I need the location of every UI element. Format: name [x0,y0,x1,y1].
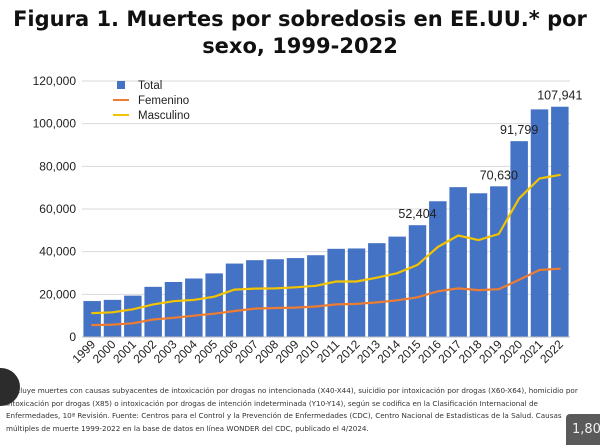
bar-total-2004 [185,278,203,337]
bar-total-2020 [510,141,528,337]
bar-total-2014 [388,236,406,337]
bar-total-2015 [408,225,427,337]
legend-label-total: Total [138,80,162,92]
bar-total-2016 [429,201,447,337]
chart-title: Figura 1. Muertes por sobredosis en EE.U… [0,6,600,60]
y-tick-label: 60,000 [39,202,76,216]
bar-total-2008 [266,259,284,337]
y-tick-label: 0 [69,330,76,344]
corner-avatar [0,368,20,406]
footnote: *Incluye muertes con causas subyacentes … [6,386,578,433]
bar-total-2005 [205,273,223,337]
data-label-2015: 52,404 [398,207,436,221]
bar-total-2000 [103,299,122,337]
bar-total-2013 [368,243,386,337]
y-tick-label: 80,000 [39,159,76,173]
y-tick-label: 20,000 [39,287,76,301]
bar-total-2019 [490,186,508,337]
data-label-2019: 70,630 [480,168,518,182]
bar-total-2022 [551,106,569,338]
bar-total-2010 [307,255,325,337]
data-label-2022: 107,941 [537,89,582,103]
bar-total-2006 [225,263,244,337]
legend-label-femenino: Femenino [138,95,189,107]
bar-total-2001 [124,295,142,337]
y-tick-label: 100,000 [33,117,77,131]
legend-swatch-total [117,81,125,89]
line-masculino [91,173,561,315]
y-tick-label: 120,000 [33,74,77,88]
corner-badge: 1,80 [566,414,600,445]
chart-title-line-1: Figura 1. Muertes por sobredosis en EE.U… [13,7,587,31]
legend-label-masculino: Masculino [138,110,190,122]
bar-total-2011 [327,248,345,337]
y-tick-label: 40,000 [39,245,76,259]
data-label-2020: 91,799 [500,123,538,137]
bar-total-2002 [144,286,162,337]
bar-total-2021 [530,109,549,338]
bar-total-2017 [449,187,467,337]
bar-total-1999 [83,301,101,337]
overdose-chart: 0 20,000 40,000 60,000 80,000 100,000 120,000 1… [33,74,583,366]
bar-total-2018 [469,193,488,337]
bar-total-2012 [347,248,366,337]
bar-total-2003 [164,281,183,337]
bar-total-2009 [286,258,305,337]
line-femenino [91,267,561,327]
bar-total-2007 [246,260,264,337]
x-tick-label: 2022 [537,337,566,366]
chart-title-line-2: sexo, 1999-2022 [202,34,398,58]
